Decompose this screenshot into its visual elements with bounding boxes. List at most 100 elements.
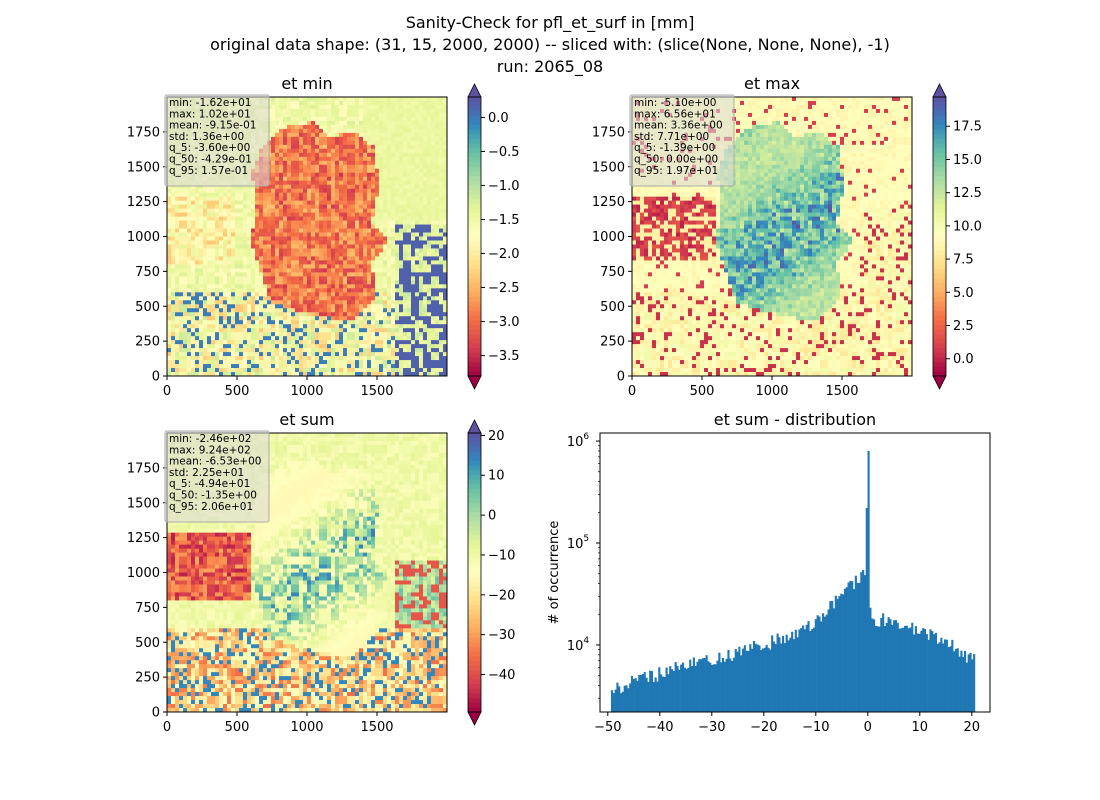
histogram-bar	[650, 671, 654, 712]
histogram-bar	[625, 685, 628, 712]
colorbar-tick-label: −3.0	[488, 315, 520, 330]
histogram-bar	[933, 634, 936, 712]
histogram-bar	[714, 664, 717, 712]
colorbar-tick-label: −1.0	[488, 179, 520, 194]
histogram-bar	[814, 619, 817, 712]
colorbar-tick-label: −2.0	[488, 247, 520, 262]
x-tick-label: 10	[912, 720, 929, 735]
x-tick-label: −20	[750, 720, 777, 735]
histogram-bar	[734, 649, 737, 712]
x-tick-label: 1000	[755, 384, 788, 399]
histogram-bar	[876, 626, 879, 712]
histogram-bar	[862, 570, 865, 712]
histogram-bar	[867, 450, 870, 712]
y-tick-label: 750	[135, 265, 160, 280]
stats-line: max: 1.02e+01	[169, 108, 251, 120]
histogram-bar	[676, 665, 679, 712]
histogram-bar	[953, 651, 956, 712]
y-tick-label: 1500	[592, 160, 625, 175]
histogram-bar	[891, 624, 894, 712]
histogram-bar	[669, 666, 672, 712]
histogram-bar	[911, 622, 914, 712]
histogram-bar	[716, 660, 719, 712]
histogram-bar	[687, 667, 690, 712]
histogram-bar	[707, 661, 710, 712]
histogram-bar	[903, 625, 907, 712]
histogram-bar	[829, 601, 832, 712]
histogram-bar	[749, 644, 752, 712]
x-tick-label: 1500	[825, 384, 858, 399]
histogram-bar	[643, 672, 646, 712]
x-tick-label: 1500	[360, 720, 393, 735]
histogram-bar	[818, 616, 821, 712]
histogram-bar	[703, 657, 706, 712]
colorbar: 17.5 15.0 12.5 10.0 7.5 5.0 2.5 0.0	[932, 83, 982, 390]
histogram-bar	[694, 665, 697, 712]
colorbar-extend-bottom	[932, 375, 947, 390]
histogram-bar	[922, 628, 925, 712]
colorbar-extend-top	[467, 83, 482, 98]
histogram-bar	[792, 639, 796, 712]
colorbar-extend-top	[467, 419, 482, 434]
heatmap-panel-3: et sum 0 500 1000 1500 0 250 500 750 1000 1250 1500…	[127, 410, 516, 735]
histogram-bar	[618, 686, 621, 712]
stats-line: q_5: -1.39e+00	[634, 142, 715, 154]
y-tick-label: 250	[135, 335, 160, 350]
histogram-bar	[811, 629, 814, 712]
histogram-bar	[909, 627, 912, 712]
histogram-bar	[630, 675, 634, 712]
histogram-bar	[758, 645, 761, 712]
histogram-bar	[745, 650, 748, 712]
histogram-bar	[656, 681, 659, 712]
histogram-bar	[834, 595, 837, 712]
histogram-bar	[741, 648, 745, 712]
stats-line: q_50: 0.00e+00	[634, 154, 718, 166]
histogram-bar	[854, 575, 857, 712]
colorbar-tick-label: −30	[488, 628, 515, 643]
stats-line: q_50: -1.35e+00	[169, 490, 257, 502]
stats-line: min: -2.46e+02	[169, 433, 251, 445]
histogram-bar	[967, 654, 970, 712]
histogram-bar	[962, 656, 965, 712]
histogram-bar	[789, 637, 792, 712]
y-tick-label: 250	[135, 671, 160, 686]
histogram-bar	[800, 628, 803, 712]
histogram-bar	[740, 655, 743, 712]
figure-title-line-1: Sanity-Check for pfl_et_surf in [mm]	[405, 13, 695, 32]
x-tick-label: 500	[225, 384, 250, 399]
histogram-bar	[731, 660, 734, 712]
histogram-bar	[965, 662, 968, 712]
histogram-bar	[678, 669, 681, 712]
histogram-bar	[887, 617, 890, 712]
histogram-bar	[665, 667, 668, 712]
colorbar-frame	[467, 96, 482, 377]
stats-line: min: -5.10e+00	[634, 97, 716, 109]
panel-title: et min	[281, 74, 332, 93]
histogram-bar	[805, 624, 808, 712]
stats-line: mean: -9.15e-01	[169, 120, 256, 132]
histogram-bar	[743, 645, 746, 712]
histogram-bar	[645, 677, 648, 712]
histogram-bar	[774, 643, 777, 712]
stats-line: max: 9.24e+02	[169, 444, 251, 456]
colorbar-extend-top	[932, 83, 947, 98]
colorbar: 20 10 0 −10 −20 −30 −40	[467, 419, 515, 726]
histogram-bar	[723, 661, 726, 712]
histogram-bar	[641, 673, 644, 712]
y-tick-label: 104	[567, 636, 590, 654]
histogram-bar	[865, 507, 868, 712]
histogram-bar	[783, 643, 786, 712]
stats-line: min: -1.62e+01	[169, 97, 251, 109]
histogram-bar	[620, 693, 623, 712]
stats-line: q_5: -3.60e+00	[169, 142, 250, 154]
stats-box-background	[629, 94, 735, 187]
y-tick-label: 750	[600, 265, 625, 280]
x-tick-label: −30	[698, 720, 725, 735]
colorbar-tick-label: −3.5	[488, 349, 520, 364]
histogram-bar	[889, 619, 892, 712]
histogram-bar	[918, 633, 921, 712]
stats-box-background	[164, 430, 270, 523]
histogram-bar	[698, 659, 701, 712]
histogram-bar	[931, 631, 934, 712]
histogram-bar	[763, 647, 766, 712]
